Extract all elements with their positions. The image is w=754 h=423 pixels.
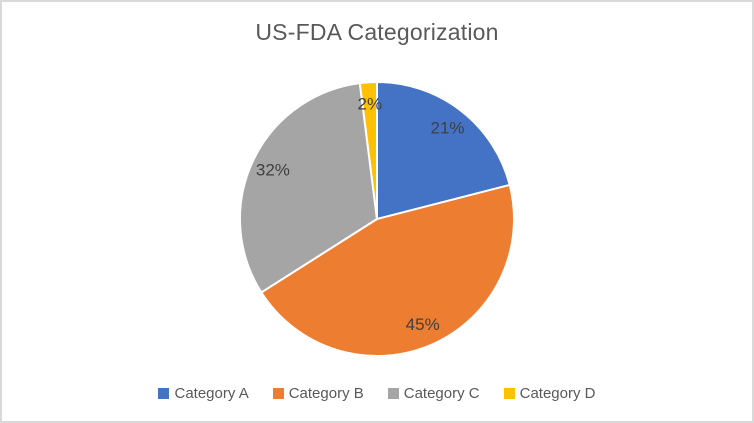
legend-label: Category C [403, 385, 480, 402]
pie-slice-category-a[interactable] [376, 81, 511, 220]
legend-swatch-category-b [272, 388, 284, 399]
legend-item-category-a[interactable]: Category A [158, 385, 249, 402]
legend-swatch-category-d [503, 388, 515, 399]
pie-slice-category-c[interactable] [239, 82, 378, 294]
legend-item-category-d[interactable]: Category D [503, 385, 596, 402]
legend-item-category-c[interactable]: Category C [387, 385, 480, 402]
chart-title: US-FDA Categorization [255, 19, 499, 45]
legend-swatch-category-c [387, 388, 399, 399]
legend-item-category-b[interactable]: Category B [272, 385, 364, 402]
pie-slice-category-b[interactable] [260, 183, 515, 357]
legend-label: Category A [174, 385, 249, 402]
legend-swatch-category-a [158, 388, 170, 399]
chart-legend: Category A Category B Category C Category D [2, 385, 752, 402]
legend-label: Category B [288, 385, 364, 402]
legend-label: Category D [519, 385, 596, 402]
pie-slice-category-d[interactable] [358, 81, 378, 220]
